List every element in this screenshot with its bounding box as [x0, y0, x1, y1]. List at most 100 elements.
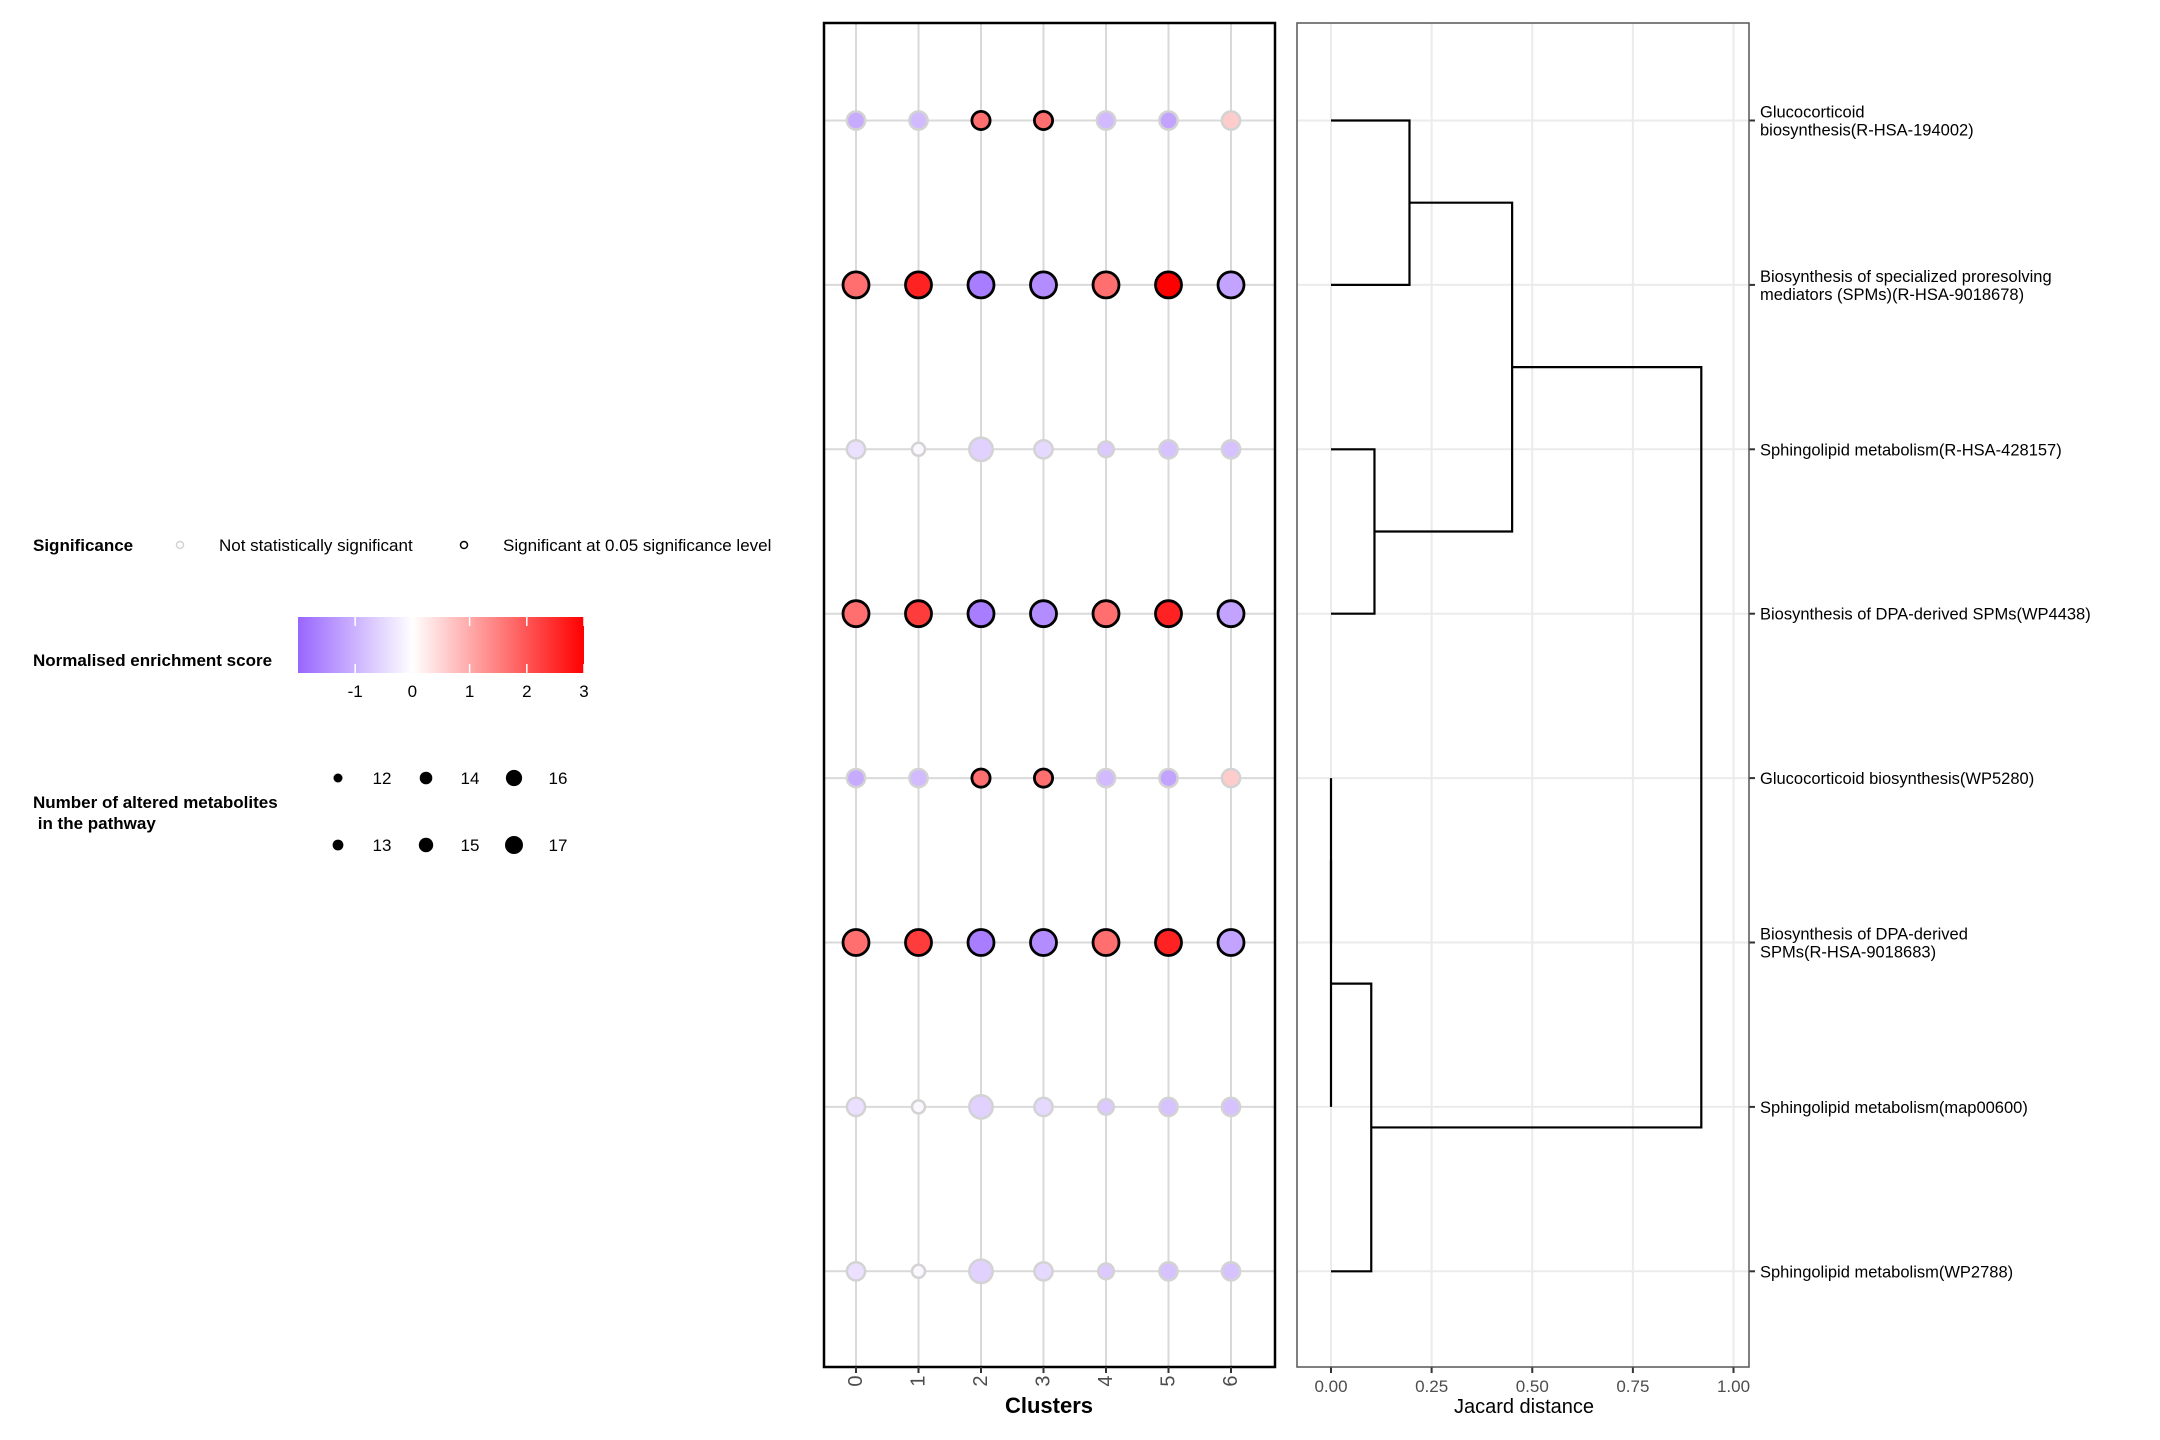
x-tick-label-cluster-2: 2: [970, 1375, 992, 1386]
x-tick-label-distance: 0.00: [1314, 1377, 1347, 1396]
size-key-label: 13: [373, 836, 392, 855]
dot-panel-border: [822, 21, 1277, 1369]
significance-legend-title: Significance: [33, 536, 133, 555]
pathway-label-row1: Biosynthesis of specialized proresolving: [1760, 268, 2052, 286]
significance-legend: Significance Not statistically significa…: [33, 536, 771, 555]
dot-row6-cluster3: [1033, 1096, 1054, 1118]
dot-row7-cluster6: [1220, 1260, 1242, 1282]
x-tick-label-cluster-0: 0: [845, 1375, 867, 1386]
dot-row4-cluster6: [1220, 767, 1242, 789]
x-tick-label-distance: 1.00: [1717, 1377, 1750, 1396]
size-key-14: [419, 771, 433, 785]
dot-row3-cluster1: [904, 599, 933, 629]
pathway-label-row1: mediators (SPMs)(R-HSA-9018678): [1760, 286, 2024, 304]
dot-row3-cluster4: [1091, 599, 1121, 629]
dot-row2-cluster3: [1033, 438, 1054, 460]
dot-row2-cluster0: [845, 438, 867, 460]
x-tick-label-cluster-3: 3: [1033, 1375, 1055, 1386]
nes-legend-title: Normalised enrichment score: [33, 651, 272, 670]
x-tick-label-distance: 0.50: [1516, 1377, 1549, 1396]
dot-row3-cluster0: [841, 599, 871, 629]
dot-row5-cluster1: [904, 928, 933, 957]
dot-row7-cluster4: [1096, 1262, 1116, 1281]
dot-row0-cluster6: [1220, 110, 1242, 131]
significant-label: Significant at 0.05 significance level: [503, 536, 771, 555]
size-key-label: 17: [549, 836, 568, 855]
dot-row6-cluster0: [845, 1096, 867, 1118]
pathway-label-row0: Glucocorticoid: [1760, 104, 1865, 122]
size-legend-title-line2: in the pathway: [33, 814, 156, 833]
dot-row5-cluster4: [1091, 928, 1121, 957]
size-legend: Number of altered metabolites in the pat…: [33, 769, 567, 855]
dendrogram-border: [1296, 22, 1750, 1368]
dendrogram-background: [1297, 23, 1749, 1367]
dot-row5-cluster6: [1216, 928, 1246, 957]
dendrogram-branch: [1371, 366, 1703, 1129]
dot-row3-cluster3: [1029, 599, 1058, 629]
dendrogram-panel: 0.00 0.25 0.50 0.75 1.00: [1296, 22, 1755, 1396]
pathway-label-row4: Glucocorticoid biosynthesis(WP5280): [1760, 770, 2034, 788]
size-key-16: [505, 769, 523, 787]
nes-legend: Normalised enrichment score -1 0 1 2 3: [33, 617, 589, 701]
dot-row4-cluster0: [845, 767, 867, 789]
pathway-label-row5: SPMs(R-HSA-9018683): [1760, 944, 1936, 962]
not-significant-key: [175, 540, 185, 550]
dot-row0-cluster0: [845, 110, 867, 131]
pathway-labels: Glucocorticoidbiosynthesis(R-HSA-194002)…: [1760, 104, 2091, 1282]
dot-row1-cluster2: [966, 270, 996, 300]
pathway-label-row0: biosynthesis(R-HSA-194002): [1760, 122, 1974, 140]
dot-row6-cluster4: [1096, 1097, 1116, 1116]
dot-row1-cluster0: [841, 270, 871, 300]
size-key-label: 12: [373, 769, 392, 788]
dot-row3-cluster2: [966, 599, 996, 629]
dot-row0-cluster3: [1033, 110, 1055, 132]
dot-row7-cluster5: [1158, 1260, 1179, 1282]
dot-row6-cluster6: [1220, 1096, 1242, 1118]
x-tick-label-cluster-1: 1: [908, 1375, 930, 1386]
dot-row2-cluster4: [1096, 440, 1116, 459]
dot-row5-cluster0: [841, 928, 871, 957]
dot-row1-cluster6: [1216, 270, 1246, 300]
dot-row3-cluster6: [1216, 599, 1246, 629]
dot-row1-cluster1: [904, 270, 933, 300]
size-legend-title-line1: Number of altered metabolites: [33, 793, 278, 812]
dot-row7-cluster2: [968, 1258, 994, 1285]
dot-row4-cluster4: [1095, 767, 1117, 789]
dot-row5-cluster3: [1029, 928, 1058, 957]
dot-row5-cluster5: [1154, 928, 1183, 957]
dot-row4-cluster2: [970, 767, 992, 789]
dot-plot-panel: 0 1 2 3 4 5 6: [822, 21, 1277, 1387]
size-key-17: [505, 836, 523, 854]
pathway-label-row3: Biosynthesis of DPA-derived SPMs(WP4438): [1760, 606, 2091, 624]
dot-row2-cluster2: [968, 436, 994, 463]
dot-row2-cluster1: [910, 441, 927, 458]
dot-row1-cluster5: [1154, 270, 1183, 300]
x-tick-label-distance: 0.75: [1616, 1377, 1649, 1396]
dot-row2-cluster6: [1220, 438, 1242, 460]
size-key-label: 16: [549, 769, 568, 788]
x-tick-label-cluster-4: 4: [1095, 1375, 1117, 1386]
dot-row7-cluster0: [845, 1260, 867, 1282]
pathway-label-row6: Sphingolipid metabolism(map00600): [1760, 1099, 2028, 1117]
x-tick-label-cluster-5: 5: [1158, 1375, 1180, 1386]
pathway-label-row7: Sphingolipid metabolism(WP2788): [1760, 1263, 2013, 1281]
nes-tick-label: 0: [408, 682, 417, 701]
dot-row0-cluster4: [1095, 110, 1117, 131]
size-key-12: [333, 773, 343, 783]
dot-row0-cluster5: [1158, 110, 1179, 131]
x-tick-label-cluster-6: 6: [1220, 1375, 1242, 1386]
size-key-label: 14: [461, 769, 480, 788]
nes-tick-label: 1: [465, 682, 474, 701]
dot-row6-cluster1: [910, 1099, 927, 1115]
dot-row1-cluster3: [1029, 270, 1058, 300]
size-key-15: [418, 837, 434, 853]
pathway-label-row5: Biosynthesis of DPA-derived: [1760, 926, 1968, 944]
dot-row6-cluster2: [968, 1093, 994, 1120]
pathway-label-row2: Sphingolipid metabolism(R-HSA-428157): [1760, 441, 2062, 459]
dot-row4-cluster3: [1033, 767, 1055, 789]
x-tick-label-distance: 0.25: [1415, 1377, 1448, 1396]
nes-colorbar: [298, 617, 584, 673]
x-axis-title-clusters: Clusters: [1005, 1393, 1093, 1418]
dot-row4-cluster1: [908, 767, 929, 789]
